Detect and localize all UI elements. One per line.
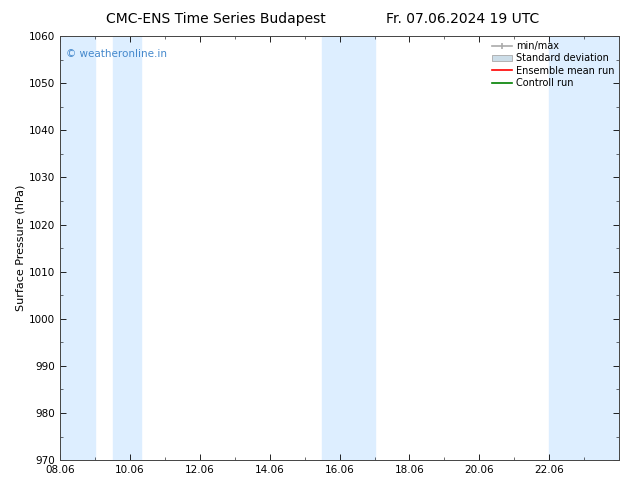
Legend: min/max, Standard deviation, Ensemble mean run, Controll run: min/max, Standard deviation, Ensemble me… [490,39,616,90]
Bar [322,36,375,460]
Y-axis label: Surface Pressure (hPa): Surface Pressure (hPa) [15,185,25,311]
Bar [60,36,95,460]
Bar [549,36,619,460]
Bar [113,36,141,460]
Text: © weatheronline.in: © weatheronline.in [66,49,167,59]
Text: Fr. 07.06.2024 19 UTC: Fr. 07.06.2024 19 UTC [386,12,540,26]
Text: CMC-ENS Time Series Budapest: CMC-ENS Time Series Budapest [106,12,325,26]
